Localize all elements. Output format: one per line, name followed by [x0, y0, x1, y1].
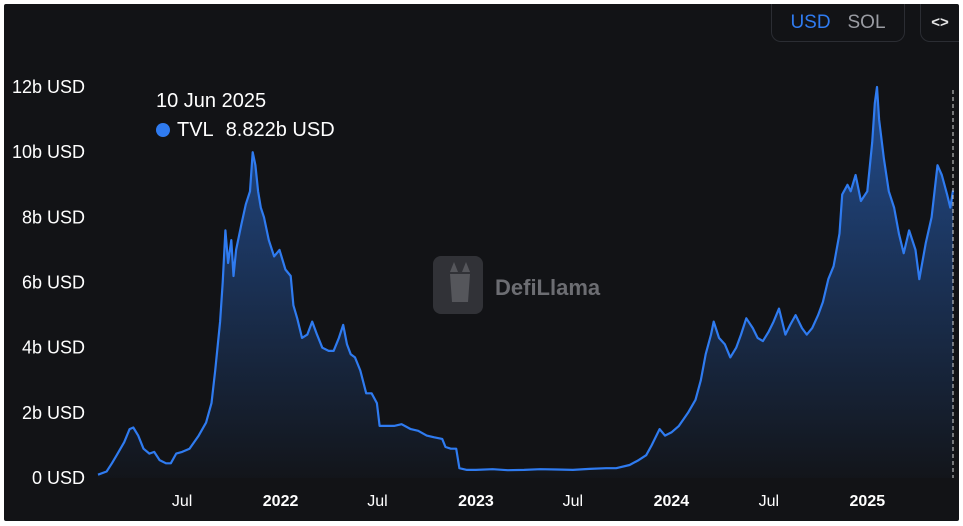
x-tick-label: 2025: [850, 493, 886, 510]
defillama-watermark: DefiLlama: [433, 256, 601, 314]
x-tick-label: Jul: [563, 493, 583, 510]
tooltip-value: 8.822b USD: [225, 119, 335, 141]
currency-sol-option[interactable]: SOL: [847, 11, 886, 33]
x-tick-label: Jul: [367, 493, 387, 510]
y-tick-label: 6b USD: [22, 273, 85, 293]
currency-toggle[interactable]: USD SOL: [771, 4, 905, 42]
x-tick-label: 2024: [654, 493, 690, 510]
x-tick-label: Jul: [759, 493, 779, 510]
chart-tooltip: 10 Jun 2025 TVL 8.822b USD: [156, 88, 335, 146]
tooltip-row: TVL 8.822b USD: [156, 114, 335, 146]
tvl-chart[interactable]: 0 USD 2b USD 4b USD 6b USD 8b USD 10b USD 12b …: [4, 4, 959, 521]
x-tick-label: 2022: [263, 493, 299, 510]
y-tick-label: 4b USD: [22, 338, 85, 358]
y-tick-label: 12b USD: [12, 77, 85, 97]
x-tick-label: Jul: [172, 493, 192, 510]
y-tick-label: 2b USD: [22, 403, 85, 423]
tooltip-date: 10 Jun 2025: [156, 90, 267, 112]
x-tick-label: 2023: [458, 493, 494, 510]
currency-usd-option[interactable]: USD: [790, 11, 831, 33]
tooltip-series-name: TVL: [177, 119, 214, 141]
y-tick-label: 10b USD: [12, 142, 85, 162]
watermark-text: DefiLlama: [495, 275, 601, 300]
tvl-area-fill: [98, 87, 953, 478]
llama-head-icon: [450, 262, 470, 302]
y-tick-label: 8b USD: [22, 207, 85, 227]
y-tick-label: 0 USD: [32, 468, 85, 488]
series-dot-icon: [156, 123, 170, 137]
embed-code-button[interactable]: <>: [920, 4, 959, 42]
tvl-series-line: [97, 85, 955, 476]
chart-panel: 0 USD 2b USD 4b USD 6b USD 8b USD 10b USD 12b …: [4, 4, 959, 521]
